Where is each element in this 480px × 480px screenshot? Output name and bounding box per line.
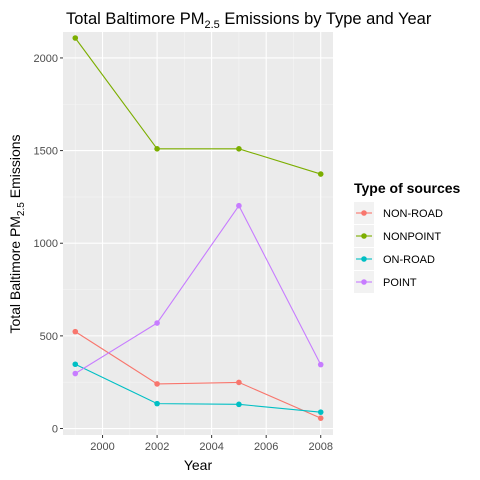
legend-key-point xyxy=(361,210,367,216)
legend-label: NON-ROAD xyxy=(383,208,443,220)
legend: Type of sources NON-ROAD NONPOINT ON-ROAD P… xyxy=(354,180,461,293)
x-axis-title: Year xyxy=(184,457,213,473)
legend-key-point xyxy=(361,279,367,285)
data-point-point xyxy=(72,371,78,377)
plot-panel xyxy=(63,32,333,435)
y-tick-label: 1500 xyxy=(34,146,58,158)
y-tick-label: 1000 xyxy=(34,238,58,250)
legend-label: POINT xyxy=(383,277,417,289)
x-tick-label: 2006 xyxy=(254,441,278,453)
y-tick-label: 0 xyxy=(52,424,58,436)
x-tick-label: 2008 xyxy=(308,441,332,453)
y-tick-label: 500 xyxy=(40,331,58,343)
data-point-non-road xyxy=(72,329,78,335)
x-tick-label: 2000 xyxy=(90,441,114,453)
data-point-on-road xyxy=(318,409,324,415)
y-axis: 0 500 1000 1500 2000 xyxy=(34,53,63,436)
data-point-on-road xyxy=(72,361,78,367)
legend-item-on-road: ON-ROAD xyxy=(354,248,435,270)
x-tick-label: 2004 xyxy=(199,441,223,453)
legend-key-point xyxy=(361,233,367,239)
y-axis-title: Total Baltimore PM2.5 Emissions xyxy=(7,134,27,333)
data-point-nonpoint xyxy=(318,171,324,177)
data-point-on-road xyxy=(154,401,160,407)
legend-label: NONPOINT xyxy=(383,231,441,243)
data-point-nonpoint xyxy=(72,35,78,41)
x-axis: 2000 2002 2004 2006 2008 xyxy=(90,435,333,453)
legend-item-point: POINT xyxy=(354,271,417,293)
legend-title: Type of sources xyxy=(354,180,461,196)
data-point-point xyxy=(318,362,324,368)
data-point-point xyxy=(154,320,160,326)
data-point-non-road xyxy=(236,380,242,386)
legend-item-non-road: NON-ROAD xyxy=(354,202,443,224)
data-point-on-road xyxy=(236,402,242,408)
data-point-point xyxy=(236,203,242,209)
chart-title: Total Baltimore PM2.5 Emissions by Type … xyxy=(66,10,432,31)
panel-background xyxy=(63,32,333,435)
data-point-nonpoint xyxy=(154,146,160,152)
legend-items: NON-ROAD NONPOINT ON-ROAD POINT xyxy=(354,202,443,293)
x-tick-label: 2002 xyxy=(145,441,169,453)
data-point-nonpoint xyxy=(236,146,242,152)
data-point-non-road xyxy=(318,415,324,421)
y-tick-label: 2000 xyxy=(34,53,58,65)
legend-item-nonpoint: NONPOINT xyxy=(354,225,441,247)
data-point-non-road xyxy=(154,381,160,387)
legend-label: ON-ROAD xyxy=(383,254,435,266)
legend-key-point xyxy=(361,256,367,262)
